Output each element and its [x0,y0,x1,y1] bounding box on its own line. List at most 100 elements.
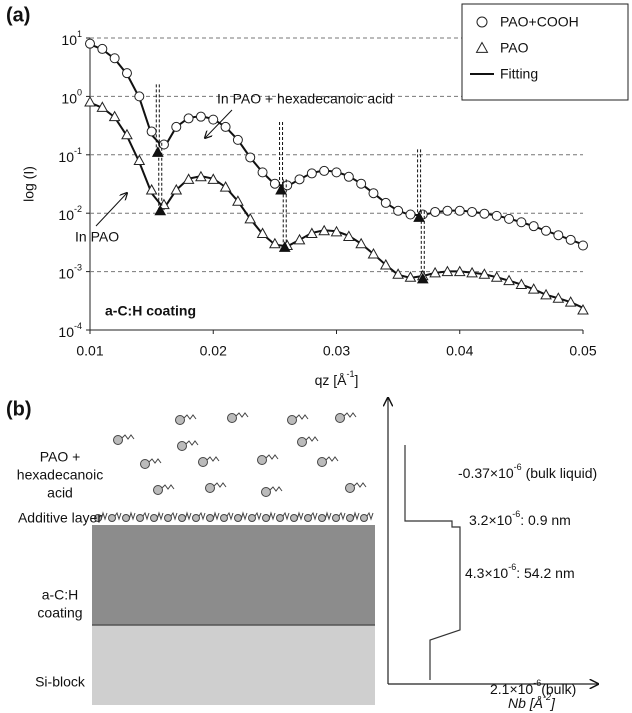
point [515,278,528,290]
point [145,183,158,195]
point [404,271,417,282]
point [84,96,96,107]
additive-tail [142,511,150,521]
point [553,230,564,241]
point [269,237,281,249]
molecule-head [198,457,208,467]
additive-tail [324,511,332,521]
point [133,154,146,165]
point [195,170,207,182]
point [232,195,244,206]
additive-tail [310,511,318,521]
point [232,134,243,145]
point [319,165,330,176]
point [355,237,367,249]
additive-tail [184,511,192,521]
point [527,283,540,294]
x-tick-label: 0.02 [200,343,227,359]
molecule-tail [353,482,367,488]
additive-head [248,514,256,522]
profile-label: -0.37×10-6 (bulk liquid) [458,462,597,480]
point [367,247,380,259]
legend-box [461,3,629,101]
annotation: In PAO [75,229,119,245]
x-tick-label: 0.04 [446,343,473,359]
point [416,272,429,284]
point [85,38,95,49]
additive-head [108,514,116,522]
point [96,101,109,112]
point [306,168,317,179]
molecule-tail [206,456,220,462]
point [405,209,416,220]
y-tick-label: 101 [61,29,82,47]
molecule-head [297,437,307,447]
y-axis-label: log (I) [21,166,37,202]
point [504,213,515,224]
y-tick-label: 100 [61,88,82,106]
y-tick-label: 10-3 [58,263,82,281]
molecule-tail [265,454,279,460]
molecule-head [153,485,163,495]
point [541,225,552,236]
arrow [205,109,233,138]
layer-label: acid [47,485,73,501]
point [331,167,342,178]
point [441,265,454,277]
legend-label: Fitting [500,66,538,82]
layer-label: coating [37,605,82,621]
molecules [94,412,374,522]
point [442,205,453,216]
arrow [95,193,127,227]
additive-head [136,514,144,522]
point [97,43,108,54]
layer-label: Additive layer [18,510,102,526]
additive-tail [128,511,136,521]
axis-label: Nb [Å-2] [508,692,556,710]
point [318,224,331,236]
point [109,53,120,64]
profile-label: 3.2×10-6: 0.9 nm [469,509,571,527]
additive-tail [282,511,290,521]
additive-head [164,514,172,522]
point [343,171,354,182]
point [256,227,269,238]
molecule-head [177,441,187,451]
layer-label: a-C:H [42,587,79,603]
additive-head [206,514,214,522]
molecule-head [257,455,267,465]
panel-label: (a) [6,4,30,26]
point [183,113,194,124]
legend-label: PAO [500,40,529,56]
point [171,121,182,132]
additive-head [262,514,270,522]
additive-head [346,514,354,522]
sld-profile [404,445,461,680]
point [269,178,280,189]
molecule-head [175,415,185,425]
y-tick-label: 10-1 [58,146,82,164]
point [491,210,502,221]
point [306,227,318,238]
additive-head [332,514,340,522]
point [356,178,367,189]
x-tick-label: 0.03 [323,343,350,359]
additive-tail [240,511,248,521]
molecule-head [335,413,345,423]
point [454,205,465,216]
point [282,180,293,191]
additive-head [304,514,312,522]
molecule-tail [235,412,249,418]
profile-label: 2.1×10-6(bulk) [490,678,576,696]
additive-head [234,514,242,522]
additive-head [220,514,228,522]
point [577,303,589,315]
point [429,266,441,278]
point [294,174,305,185]
molecule-tail [185,440,199,446]
point [207,173,220,184]
additive-head [150,514,158,522]
point [564,296,577,307]
layer-label: hexadecanoic [17,467,103,483]
molecule-head [140,459,150,469]
